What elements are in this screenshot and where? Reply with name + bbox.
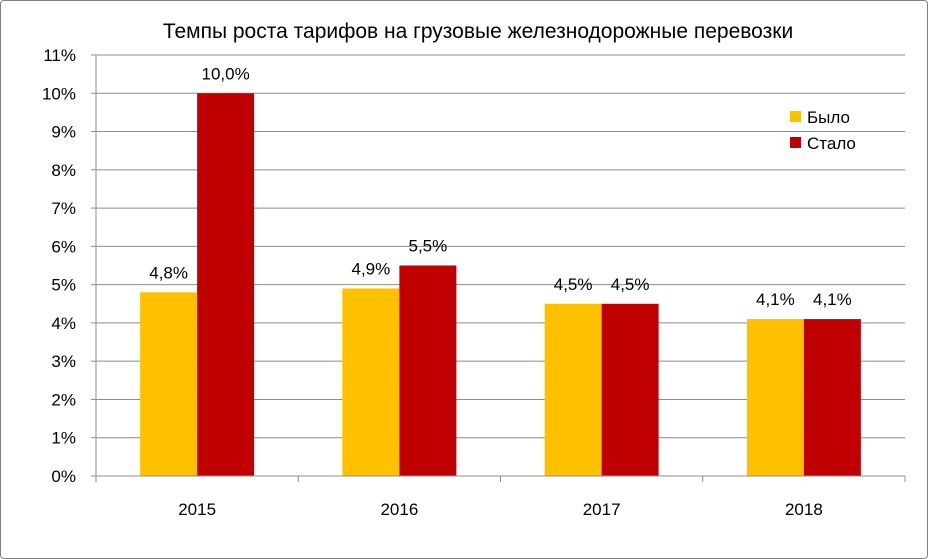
legend-label: Было (807, 108, 850, 127)
bar-Было-2018 (746, 319, 804, 476)
data-label: 10,0% (202, 64, 250, 83)
x-tick-label: 2016 (380, 500, 418, 519)
data-label: 4,9% (352, 259, 391, 278)
legend-swatch (790, 111, 801, 122)
y-tick-label: 9% (51, 123, 76, 142)
data-label: 4,8% (149, 263, 188, 282)
x-tick-label: 2015 (178, 500, 216, 519)
bar-Стало-2018 (803, 319, 861, 476)
data-label: 4,1% (756, 290, 795, 309)
y-tick-label: 6% (51, 237, 76, 256)
y-tick-label: 3% (51, 352, 76, 371)
legend-swatch (790, 137, 801, 148)
y-tick-label: 2% (51, 390, 76, 409)
bar-Стало-2017 (601, 303, 659, 476)
chart-title: Темпы роста тарифов на грузовые железнод… (163, 20, 793, 43)
data-label: 4,5% (554, 275, 593, 294)
y-tick-label: 4% (51, 314, 76, 333)
legend-label: Стало (807, 134, 856, 153)
y-tick-label: 8% (51, 161, 76, 180)
y-tick-label: 11% (43, 46, 76, 65)
bars: 4,8% 10,0% 4,9% 5,5% 4,5% 4,5% 4,1% 4,1% (140, 64, 861, 476)
y-tick-label: 7% (51, 199, 76, 218)
y-tick-label: 5% (51, 276, 76, 295)
x-tick-label: 2018 (785, 500, 823, 519)
bar-Стало-2016 (399, 265, 457, 476)
x-tick-label: 2017 (583, 500, 621, 519)
x-axis: 2015 2016 2017 2018 (95, 475, 906, 519)
bar-Стало-2015 (197, 93, 255, 476)
data-label: 4,1% (813, 290, 852, 309)
bar-Было-2015 (140, 292, 198, 476)
legend: Было Стало (790, 108, 856, 153)
y-tick-label: 10% (42, 84, 76, 103)
bar-Было-2017 (544, 303, 602, 476)
y-tick-label: 1% (51, 429, 76, 448)
y-axis: 0% 1% 2% 3% 4% 5% 6% 7% 8% 9% 10% 11% (42, 46, 97, 486)
y-tick-label: 0% (51, 467, 76, 486)
data-label: 4,5% (611, 275, 650, 294)
bar-Было-2016 (342, 288, 400, 476)
data-label: 5,5% (409, 237, 448, 256)
